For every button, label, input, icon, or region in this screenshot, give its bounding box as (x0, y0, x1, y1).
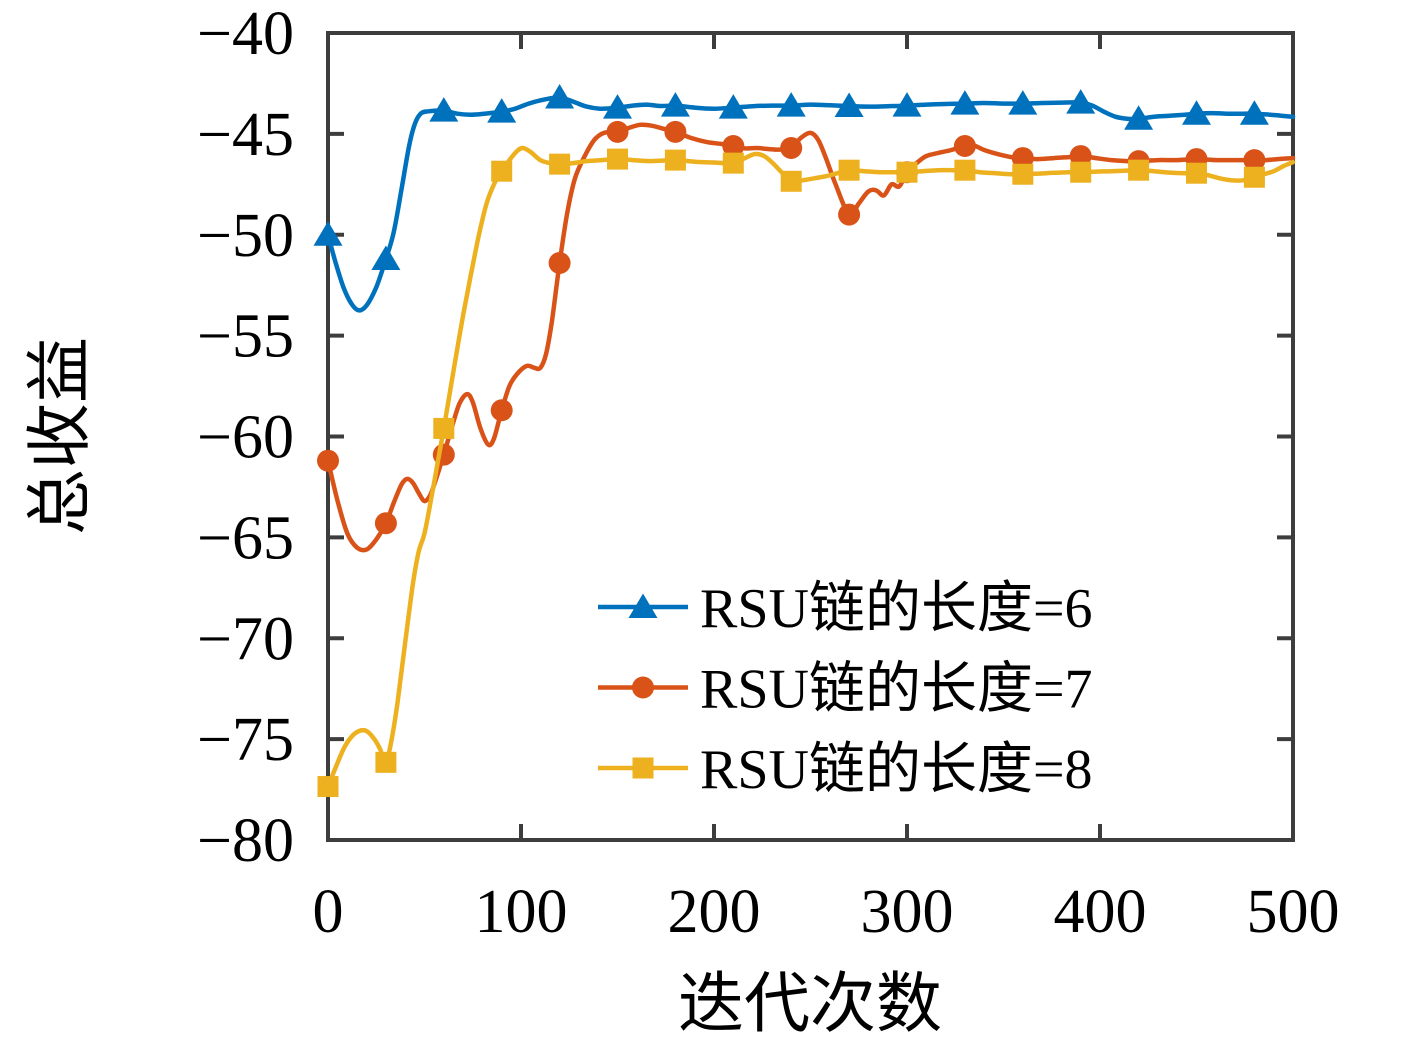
square-marker-3 (838, 159, 860, 181)
y-tick-label: −65 (197, 504, 294, 572)
square-marker-3 (1186, 162, 1207, 184)
square-marker-3 (433, 417, 455, 439)
triangle-marker-1 (718, 94, 748, 119)
triangle-marker-legend (628, 593, 658, 618)
y-tick-label: −75 (197, 706, 294, 774)
x-axis-label: 迭代次数 (678, 968, 942, 1041)
square-marker-3 (1012, 163, 1034, 185)
circle-marker-2 (838, 203, 861, 226)
y-tick-label: −70 (197, 605, 294, 673)
circle-marker-2 (317, 449, 339, 472)
square-marker-3 (549, 153, 571, 175)
x-tick-label: 200 (668, 878, 761, 946)
triangle-marker-1 (776, 92, 806, 117)
circle-marker-2 (606, 120, 629, 143)
x-tick-label: 300 (861, 878, 954, 946)
square-marker-3 (607, 148, 628, 170)
legend-label-3: RSU链的长度=8 (700, 739, 1093, 801)
legend-entry-1: RSU链的长度=6 (598, 578, 1093, 640)
triangle-marker-1 (1182, 100, 1211, 125)
legend-entry-3: RSU链的长度=8 (598, 739, 1093, 801)
triangle-marker-1 (1124, 105, 1154, 130)
square-marker-3 (954, 159, 976, 181)
y-axis-label: 总收益 (24, 337, 97, 535)
triangle-marker-1 (1066, 89, 1096, 114)
y-tick-label: −55 (197, 303, 294, 371)
circle-marker-2 (374, 512, 397, 535)
series-layer (313, 84, 1296, 798)
y-tick-label: −60 (197, 404, 294, 472)
x-tick-label: 100 (475, 878, 568, 946)
x-tick-label: 500 (1247, 878, 1340, 946)
legend-entry-2: RSU链的长度=7 (598, 659, 1093, 721)
triangle-marker-1 (660, 92, 690, 117)
triangle-marker-1 (371, 245, 401, 270)
square-marker-3 (1243, 166, 1265, 188)
y-tick-label: −50 (197, 202, 294, 270)
circle-marker-2 (722, 134, 745, 157)
triangle-marker-1 (1008, 90, 1038, 115)
circle-marker-2 (1011, 147, 1034, 170)
y-tick-label: −80 (197, 807, 294, 875)
triangle-marker-1 (545, 84, 575, 109)
x-tick-label: 0 (313, 878, 344, 946)
circle-marker-2 (953, 134, 976, 157)
series-1 (313, 84, 1296, 313)
legend-label-1: RSU链的长度=6 (700, 578, 1093, 640)
circle-marker-2 (1243, 149, 1266, 172)
circle-marker-2 (780, 136, 803, 159)
square-marker-3 (1070, 161, 1092, 183)
square-marker-3 (317, 776, 339, 798)
triangle-marker-1 (892, 92, 922, 117)
triangle-marker-1 (313, 221, 343, 246)
square-marker-legend (632, 757, 654, 779)
square-marker-3 (780, 170, 802, 192)
y-tick-label: −40 (197, 0, 294, 68)
circle-marker-2 (548, 251, 571, 274)
circle-marker-2 (664, 120, 687, 143)
series-line-2 (325, 122, 1296, 553)
triangle-marker-1 (603, 94, 632, 119)
series-3 (317, 145, 1296, 798)
legend-label-2: RSU链的长度=7 (700, 659, 1093, 721)
square-marker-3 (896, 161, 918, 183)
square-marker-3 (491, 160, 513, 182)
y-tick-label: −45 (197, 101, 294, 169)
square-marker-3 (1128, 159, 1150, 181)
circle-marker-2 (1069, 145, 1092, 168)
square-marker-3 (722, 152, 744, 174)
triangle-marker-1 (487, 98, 517, 123)
series-2 (317, 120, 1296, 553)
triangle-marker-1 (1239, 100, 1269, 125)
square-marker-3 (375, 751, 397, 773)
circle-marker-legend (632, 676, 654, 699)
triangle-marker-1 (950, 90, 980, 115)
legend: RSU链的长度=6 RSU链的长度=7 RSU链的长度=8 (598, 578, 1093, 801)
axes: 0 100 200 300 400 500 −80 −75 −70 −65 −60 −55 −50 −45… (197, 0, 1339, 946)
triangle-marker-1 (834, 92, 864, 118)
triangle-marker-1 (429, 97, 459, 122)
square-marker-3 (664, 149, 686, 171)
circle-marker-2 (490, 399, 513, 422)
x-tick-label: 400 (1054, 878, 1147, 946)
